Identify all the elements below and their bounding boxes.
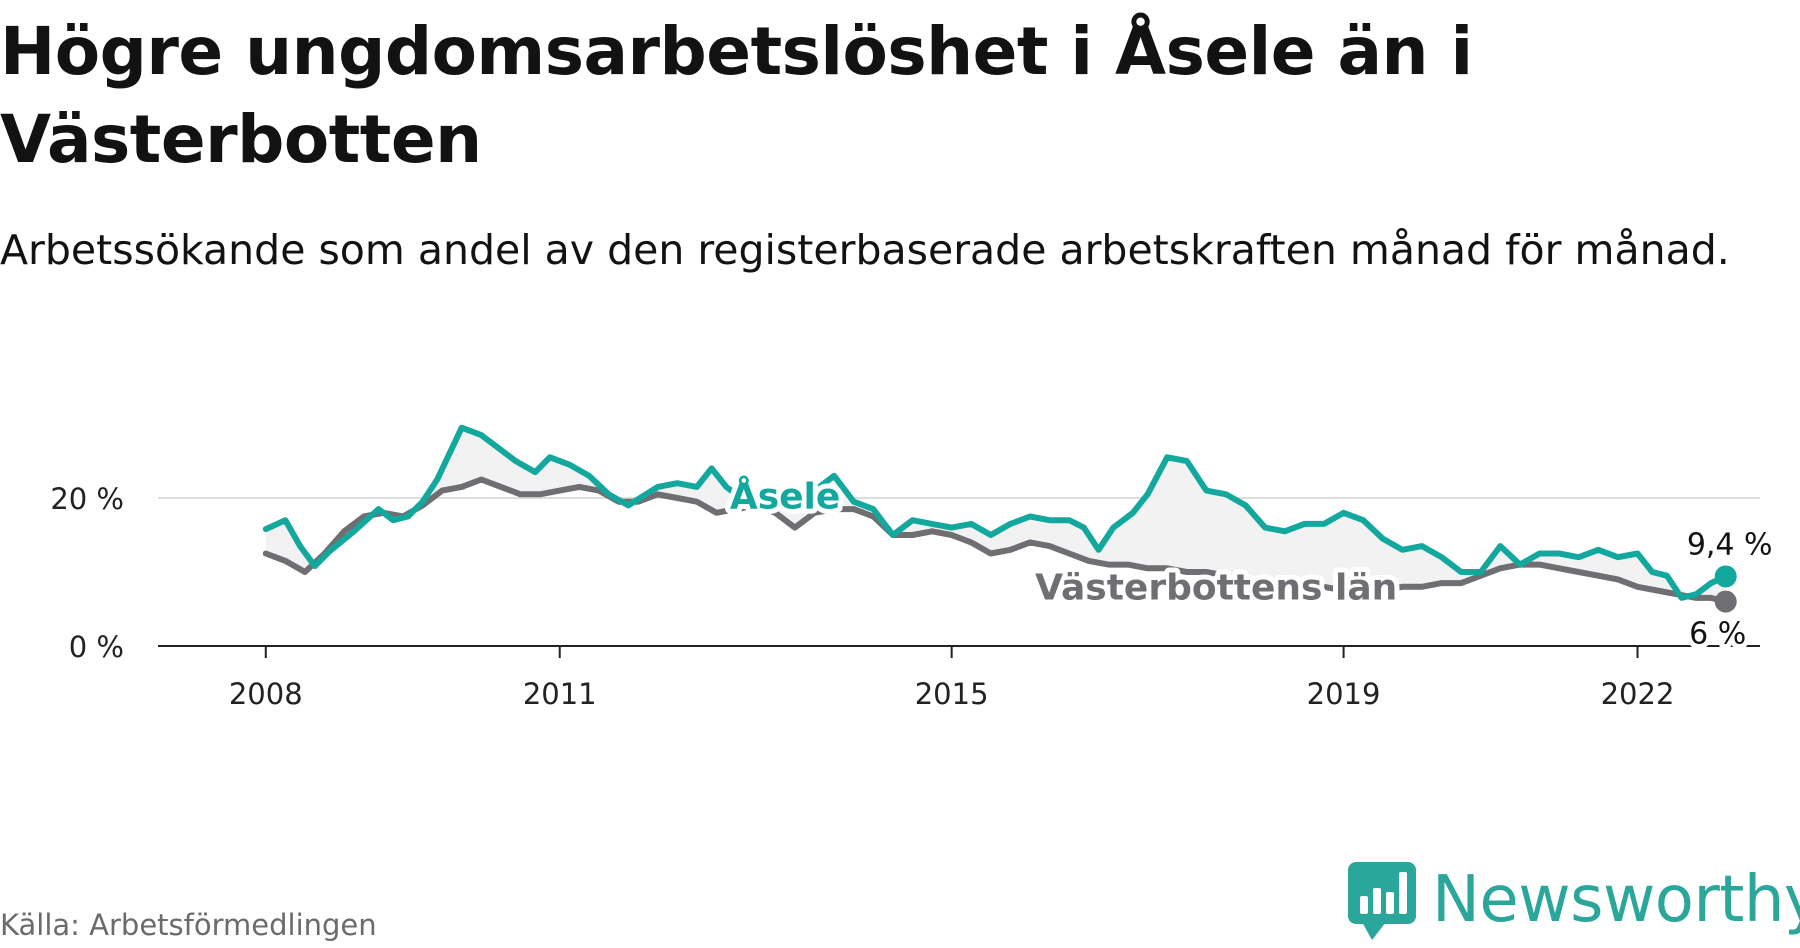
x-axis-ticks: 2008 2011 2015 2019 2022 (229, 646, 1675, 711)
x-tick-label: 2019 (1307, 677, 1381, 711)
x-tick-label: 2015 (915, 677, 989, 711)
source-note: Källa: Arbetsförmedlingen (0, 908, 377, 942)
brand-name: Newsworthy (1432, 863, 1800, 937)
x-tick-label: 2011 (523, 677, 597, 711)
series-label-vasterbotten-halo: Västerbottens län (1035, 567, 1397, 608)
end-point-vasterbotten (1714, 590, 1737, 613)
end-label-asele-text: 9,4 % (1687, 527, 1773, 562)
difference-band (265, 427, 1726, 602)
end-label-asele-halo: 9,4 % (1687, 527, 1773, 562)
series-line-vasterbotten (262, 476, 1729, 605)
y-tick-label: 20 % (50, 482, 124, 516)
series-label-asele-text: Åsele (730, 475, 840, 517)
end-label-asele: 9,4 %9,4 % (1682, 522, 1778, 567)
end-label-vasterbotten-text: 6 % (1689, 617, 1746, 652)
y-axis-ticks: 0 % 20 % (50, 482, 124, 664)
chart-title: Högre ungdomsarbetslöshet i Åsele än i V… (0, 13, 1473, 178)
y-tick-label: 0 % (69, 630, 124, 664)
series-label-vasterbotten-text: Västerbottens län (1035, 567, 1397, 608)
end-label-vasterbotten: 6 %6 % (1684, 612, 1751, 657)
x-tick-label: 2022 (1601, 677, 1675, 711)
x-tick-label: 2008 (229, 677, 303, 711)
end-point-asele (1714, 565, 1737, 588)
newsworthy-logo: Newsworthy (1346, 858, 1800, 942)
chart-subtitle: Arbetssökande som andel av den registerb… (0, 226, 1730, 274)
series-label-asele-halo: Åsele (730, 475, 840, 517)
series-line-asele (262, 424, 1729, 601)
end-label-vasterbotten-halo: 6 % (1689, 617, 1746, 652)
newsworthy-logo-icon (1348, 862, 1416, 940)
